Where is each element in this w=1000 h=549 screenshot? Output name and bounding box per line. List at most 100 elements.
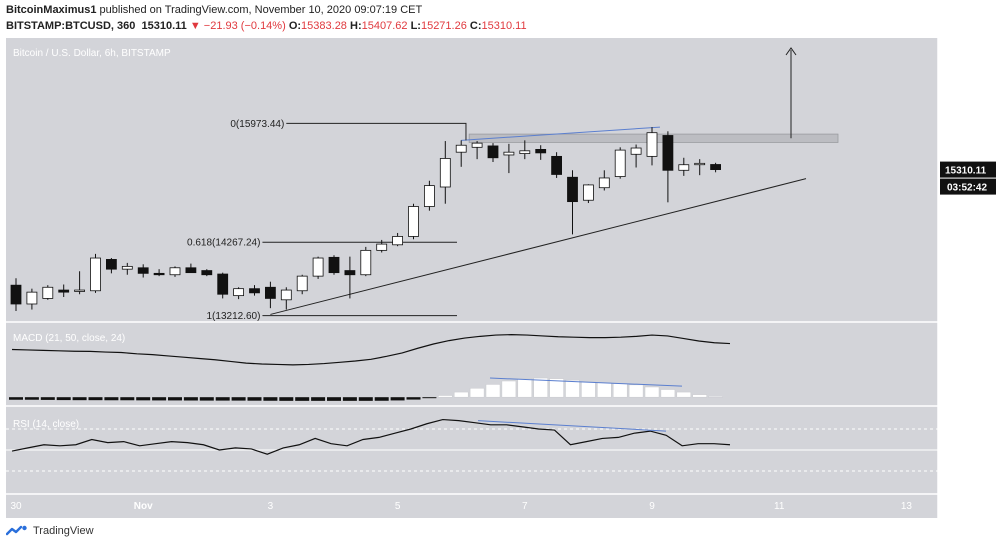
candle-bullish bbox=[630, 147, 642, 155]
candle-bullish bbox=[169, 267, 181, 276]
price-divergence-line bbox=[461, 126, 660, 141]
low-value: 15271.26 bbox=[420, 20, 467, 32]
macd-tick-label: 0.00 bbox=[946, 393, 965, 404]
candle-bullish bbox=[455, 144, 467, 153]
candle-bearish bbox=[153, 272, 165, 276]
macd-histogram-bar bbox=[247, 397, 262, 401]
macd-histogram-bar bbox=[56, 397, 71, 401]
low-label: L: bbox=[410, 20, 421, 32]
candle-bullish bbox=[392, 236, 404, 246]
price-tick-label: 14800.00 bbox=[946, 201, 986, 212]
price-tick-label: 15200.00 bbox=[946, 173, 986, 184]
fib-level-line bbox=[286, 122, 467, 141]
macd-histogram-bar bbox=[549, 378, 564, 398]
candle-bearish bbox=[137, 267, 149, 274]
x-tick-label: 3 bbox=[268, 501, 274, 512]
macd-histogram-bar bbox=[501, 380, 517, 398]
price-tick-label: 14000.00 bbox=[946, 256, 986, 267]
candle-bearish bbox=[328, 256, 340, 274]
close-value: 15310.11 bbox=[481, 20, 527, 32]
candle-bearish bbox=[106, 259, 117, 270]
candle-bullish bbox=[503, 151, 515, 156]
macd-histogram-bar bbox=[676, 391, 692, 398]
candle-bullish bbox=[519, 150, 531, 154]
candle-bullish bbox=[408, 206, 419, 237]
macd-histogram-bar bbox=[469, 388, 485, 398]
candle-bullish bbox=[439, 158, 451, 188]
candle-bullish bbox=[583, 184, 594, 201]
candle-bearish bbox=[264, 286, 276, 299]
macd-histogram-bar bbox=[136, 397, 151, 401]
last-price: 15310.11 bbox=[141, 20, 187, 32]
candle-bullish bbox=[423, 185, 435, 207]
macd-histogram-bar bbox=[231, 397, 246, 401]
countdown-badge bbox=[940, 178, 996, 195]
macd-histogram-bar bbox=[295, 397, 310, 401]
x-tick-label: 9 bbox=[649, 501, 655, 512]
candle-bullish bbox=[360, 249, 372, 276]
x-tick-label: Nov bbox=[134, 501, 153, 512]
macd-histogram-bar bbox=[708, 396, 723, 398]
breakout-arrowhead-icon bbox=[785, 47, 797, 56]
publish-info: published on TradingView.com, November 1… bbox=[96, 4, 423, 16]
candle-bearish bbox=[567, 176, 578, 203]
rsi-label: RSI (14, close) bbox=[13, 419, 79, 430]
macd-histogram-bar bbox=[183, 397, 198, 401]
price-tick-label: 16000.00 bbox=[946, 117, 986, 128]
high-value: 15407.62 bbox=[361, 20, 408, 32]
chart-panel[interactable] bbox=[6, 38, 938, 518]
macd-histogram-bar bbox=[485, 384, 501, 398]
macd-histogram-bar bbox=[88, 397, 103, 401]
candle-bullish bbox=[280, 289, 292, 301]
footer-brand[interactable]: TradingView bbox=[6, 525, 94, 537]
macd-histogram-bar bbox=[422, 397, 437, 399]
macd-histogram-bar bbox=[517, 378, 533, 398]
candle-bearish bbox=[185, 267, 197, 274]
candle-bullish bbox=[312, 257, 324, 277]
macd-histogram-bar bbox=[597, 382, 612, 398]
brand-name: TradingView bbox=[33, 525, 94, 537]
candle-bearish bbox=[487, 145, 499, 159]
currency-label: USD bbox=[957, 48, 978, 59]
macd-histogram-bar bbox=[406, 397, 421, 400]
macd-histogram-bar bbox=[199, 397, 214, 401]
symbol-line: BITSTAMP:BTCUSD, 360 15310.11 ▼ −21.93 (… bbox=[6, 20, 527, 32]
macd-histogram-bar bbox=[390, 397, 405, 401]
price-tick-label: 13200.00 bbox=[946, 312, 986, 323]
candle-bullish bbox=[646, 132, 658, 157]
macd-histogram-bar bbox=[342, 397, 357, 401]
macd-histogram-bar bbox=[9, 397, 23, 400]
open-value: 15383.28 bbox=[301, 20, 347, 32]
macd-histogram-bar bbox=[628, 384, 644, 398]
macd-histogram-bar bbox=[279, 397, 294, 401]
support-trendline bbox=[270, 178, 807, 315]
close-label: C: bbox=[469, 20, 482, 32]
macd-histogram-bar bbox=[565, 379, 580, 398]
price-tick-label: 16400.00 bbox=[946, 89, 986, 100]
candle-bearish bbox=[535, 149, 547, 154]
candle-bearish bbox=[249, 288, 260, 294]
candle-bullish bbox=[42, 286, 54, 299]
rsi-tick-label: 40.00 bbox=[946, 456, 970, 467]
macd-histogram-bar bbox=[438, 395, 453, 398]
x-tick-label: 11 bbox=[774, 501, 785, 512]
countdown-label: 03:52:42 bbox=[947, 183, 987, 194]
candle-bearish bbox=[551, 155, 562, 175]
macd-histogram-bar bbox=[612, 383, 628, 398]
candle-bullish bbox=[694, 162, 706, 166]
macd-histogram-bar bbox=[104, 397, 119, 401]
author-name[interactable]: BitcoinMaximus1 bbox=[6, 4, 97, 16]
candle-bullish bbox=[121, 265, 133, 270]
macd-histogram-bar bbox=[168, 397, 182, 401]
fib-level-label: 0.618(14267.24) bbox=[187, 238, 260, 249]
open-label: O: bbox=[288, 20, 302, 32]
chart-title: Bitcoin / U.S. Dollar, 6h, BITSTAMP bbox=[13, 48, 171, 59]
last-price-badge bbox=[940, 161, 996, 178]
candle-bullish bbox=[614, 149, 626, 177]
symbol-label: BITSTAMP:BTCUSD, 360 bbox=[6, 20, 136, 32]
price-tick-label: 16800.00 bbox=[946, 61, 986, 72]
candle-bearish bbox=[201, 270, 213, 276]
macd-histogram-bar bbox=[24, 397, 39, 400]
candle-bullish bbox=[678, 164, 690, 171]
